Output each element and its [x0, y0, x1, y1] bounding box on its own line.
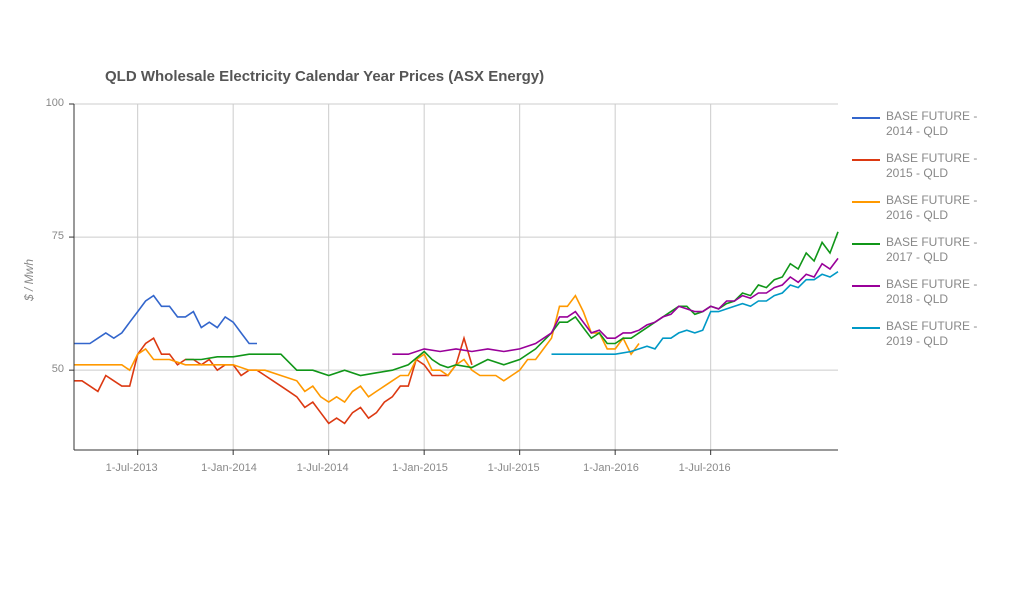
y-axis-title: $ / Mwh [22, 259, 36, 301]
y-ticks [69, 104, 74, 370]
legend-item-4[interactable]: BASE FUTURE - 2018 - QLD [852, 277, 977, 307]
legend-label: BASE FUTURE - 2015 - QLD [886, 151, 977, 181]
x-tick-label: 1-Jul-2016 [679, 462, 731, 474]
legend-swatch [852, 243, 880, 245]
chart-title: QLD Wholesale Electricity Calendar Year … [105, 68, 544, 85]
legend-item-1[interactable]: BASE FUTURE - 2015 - QLD [852, 151, 977, 181]
legend-label: BASE FUTURE - 2019 - QLD [886, 319, 977, 349]
legend: BASE FUTURE - 2014 - QLD BASE FUTURE - 20… [852, 109, 977, 361]
plot-area [69, 104, 838, 455]
plot-background [74, 104, 838, 450]
y-tick-label: 100 [46, 97, 64, 109]
legend-label: BASE FUTURE - 2016 - QLD [886, 193, 977, 223]
x-tick-label: 1-Jul-2015 [488, 462, 540, 474]
legend-swatch [852, 201, 880, 203]
legend-item-5[interactable]: BASE FUTURE - 2019 - QLD [852, 319, 977, 349]
legend-label: BASE FUTURE - 2017 - QLD [886, 235, 977, 265]
x-tick-label: 1-Jan-2014 [201, 462, 257, 474]
x-tick-label: 1-Jan-2016 [583, 462, 639, 474]
legend-item-3[interactable]: BASE FUTURE - 2017 - QLD [852, 235, 977, 265]
legend-item-2[interactable]: BASE FUTURE - 2016 - QLD [852, 193, 977, 223]
legend-label: BASE FUTURE - 2018 - QLD [886, 277, 977, 307]
legend-swatch [852, 285, 880, 287]
x-ticks [138, 450, 711, 455]
x-tick-label: 1-Jul-2013 [106, 462, 158, 474]
y-tick-label: 75 [52, 230, 64, 242]
legend-label: BASE FUTURE - 2014 - QLD [886, 109, 977, 139]
legend-swatch [852, 327, 880, 329]
legend-item-0[interactable]: BASE FUTURE - 2014 - QLD [852, 109, 977, 139]
legend-swatch [852, 117, 880, 119]
x-tick-label: 1-Jul-2014 [297, 462, 349, 474]
y-tick-label: 50 [52, 363, 64, 375]
x-tick-label: 1-Jan-2015 [392, 462, 448, 474]
legend-swatch [852, 159, 880, 161]
